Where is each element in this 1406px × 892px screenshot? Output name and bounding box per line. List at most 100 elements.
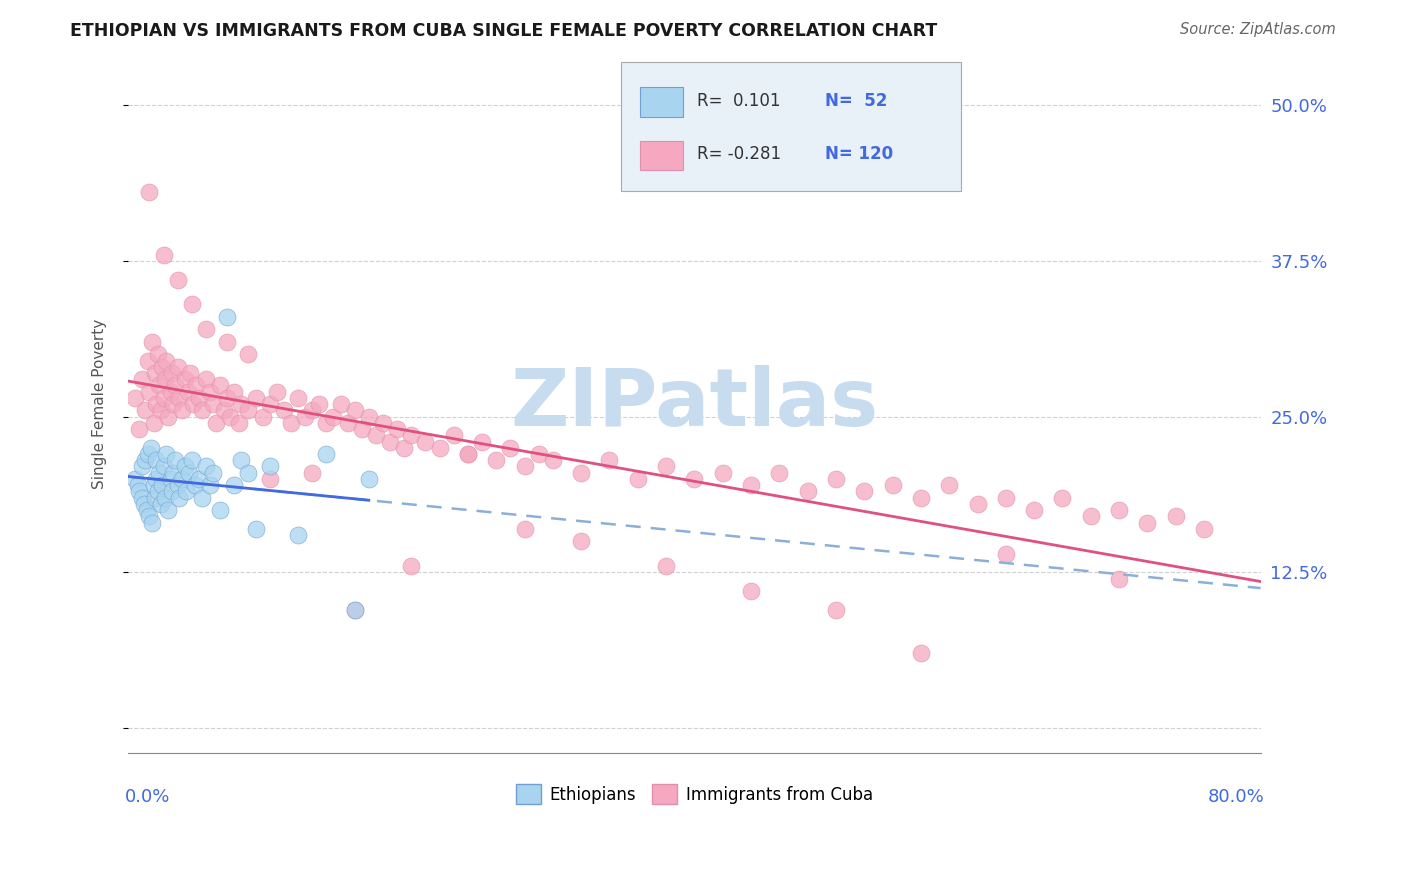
- Point: [527, 447, 550, 461]
- Point: [159, 472, 181, 486]
- Point: [655, 559, 678, 574]
- Point: [214, 403, 236, 417]
- Point: [176, 384, 198, 399]
- Point: [209, 378, 232, 392]
- Point: [294, 409, 316, 424]
- Point: [155, 447, 177, 461]
- Point: [1136, 516, 1159, 530]
- Legend: Ethiopians, Immigrants from Cuba: Ethiopians, Immigrants from Cuba: [509, 778, 880, 811]
- Point: [910, 647, 932, 661]
- Point: [966, 497, 988, 511]
- Point: [141, 516, 163, 530]
- Point: [259, 472, 281, 486]
- Point: [152, 391, 174, 405]
- Point: [238, 347, 260, 361]
- Point: [135, 503, 157, 517]
- Text: Source: ZipAtlas.com: Source: ZipAtlas.com: [1180, 22, 1336, 37]
- Point: [142, 416, 165, 430]
- Point: [146, 347, 169, 361]
- Point: [195, 459, 218, 474]
- Point: [179, 366, 201, 380]
- Point: [159, 384, 181, 399]
- Y-axis label: Single Female Poverty: Single Female Poverty: [93, 319, 107, 490]
- Point: [131, 459, 153, 474]
- Point: [163, 378, 186, 392]
- Point: [343, 403, 366, 417]
- Point: [155, 353, 177, 368]
- Point: [245, 522, 267, 536]
- Point: [145, 453, 167, 467]
- Point: [184, 378, 207, 392]
- Point: [146, 484, 169, 499]
- Point: [187, 472, 209, 486]
- Point: [131, 372, 153, 386]
- Text: R= -0.281: R= -0.281: [696, 145, 780, 163]
- Text: R=  0.101: R= 0.101: [696, 92, 780, 110]
- Point: [174, 484, 197, 499]
- Point: [181, 397, 204, 411]
- Point: [148, 378, 170, 392]
- Point: [200, 384, 222, 399]
- Point: [711, 466, 734, 480]
- Point: [1108, 572, 1130, 586]
- Point: [163, 453, 186, 467]
- Point: [825, 472, 848, 486]
- Point: [910, 491, 932, 505]
- Point: [994, 491, 1017, 505]
- Point: [1192, 522, 1215, 536]
- Point: [238, 403, 260, 417]
- Point: [127, 478, 149, 492]
- Point: [191, 403, 214, 417]
- Point: [167, 491, 190, 505]
- Point: [202, 397, 225, 411]
- Point: [205, 416, 228, 430]
- Point: [301, 466, 323, 480]
- Point: [152, 247, 174, 261]
- Point: [132, 497, 155, 511]
- Point: [124, 391, 146, 405]
- Point: [145, 472, 167, 486]
- Text: N= 120: N= 120: [825, 145, 893, 163]
- Point: [1052, 491, 1074, 505]
- Point: [145, 397, 167, 411]
- Point: [180, 297, 202, 311]
- Point: [219, 409, 242, 424]
- Point: [513, 522, 536, 536]
- Point: [315, 416, 337, 430]
- Point: [882, 478, 904, 492]
- Point: [740, 478, 762, 492]
- Point: [499, 441, 522, 455]
- Point: [485, 453, 508, 467]
- Point: [142, 478, 165, 492]
- Point: [429, 441, 451, 455]
- Point: [141, 334, 163, 349]
- Point: [162, 466, 184, 480]
- Point: [160, 484, 183, 499]
- Point: [853, 484, 876, 499]
- Point: [273, 403, 295, 417]
- Point: [287, 528, 309, 542]
- Point: [415, 434, 437, 449]
- Point: [392, 441, 415, 455]
- Point: [177, 466, 200, 480]
- Point: [167, 391, 190, 405]
- Point: [166, 478, 188, 492]
- Point: [364, 428, 387, 442]
- Point: [768, 466, 790, 480]
- Point: [336, 416, 359, 430]
- Point: [683, 472, 706, 486]
- Point: [357, 409, 380, 424]
- Text: 0.0%: 0.0%: [125, 789, 170, 806]
- Point: [569, 466, 592, 480]
- Point: [138, 384, 160, 399]
- Point: [166, 272, 188, 286]
- Point: [252, 409, 274, 424]
- Bar: [640, 87, 683, 117]
- Point: [170, 472, 193, 486]
- Point: [350, 422, 373, 436]
- Point: [655, 459, 678, 474]
- Point: [280, 416, 302, 430]
- Text: ZIPatlas: ZIPatlas: [510, 365, 879, 443]
- Point: [156, 503, 179, 517]
- Point: [134, 453, 156, 467]
